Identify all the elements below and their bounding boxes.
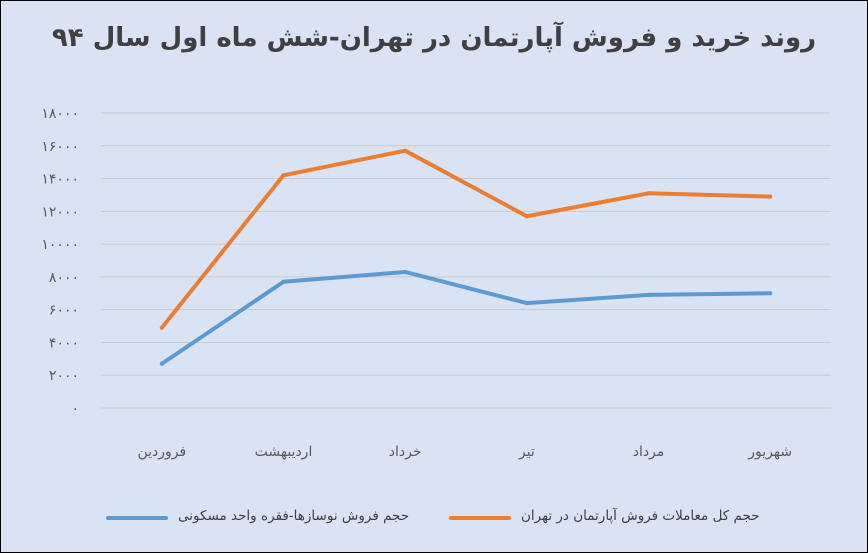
data-point — [159, 325, 164, 330]
series-line-1 — [159, 148, 773, 330]
data-point — [281, 173, 286, 178]
x-tick-label: مرداد — [633, 444, 665, 460]
y-tick-label: ۴۰۰۰ — [49, 335, 79, 351]
data-point — [159, 361, 164, 366]
chart-plot: ۰ ۲۰۰۰ ۴۰۰۰ ۶۰۰۰ ۸۰۰۰ ۱۰۰۰۰ ۱۲۰۰۰ ۱۴۰۰۰ ۱۶۰۰۰ ۱۸۰… — [41, 106, 831, 460]
x-tick-label: تیر — [518, 444, 535, 460]
y-tick-label: ۱۸۰۰۰ — [41, 106, 79, 122]
legend-swatch-new-builds — [106, 516, 168, 520]
data-point — [768, 194, 773, 199]
chart-title: روند خرید و فروش آپارتمان در تهران-شش ما… — [51, 23, 817, 53]
y-tick-label: ۱۲۰۰۰ — [41, 204, 79, 220]
y-tick-label: ۶۰۰۰ — [49, 303, 79, 319]
data-point — [524, 214, 529, 219]
y-tick-label: ۱۴۰۰۰ — [41, 172, 79, 188]
data-point — [403, 148, 408, 153]
y-tick-label: ۲۰۰۰ — [49, 368, 79, 384]
x-tick-label: خرداد — [389, 444, 422, 460]
y-tick-label: ۱۰۰۰۰ — [41, 237, 79, 253]
data-point — [403, 269, 408, 274]
y-tick-label: ۸۰۰۰ — [49, 270, 79, 286]
legend-label-total-sales: حجم کل معاملات فروش آپارتمان در تهران — [521, 508, 760, 524]
legend-item-new-builds: حجم فروش نوسازها-فقره واحد مسکونی — [106, 506, 416, 536]
legend-swatch-total-sales — [449, 516, 511, 520]
legend-item-total-sales: حجم کل معاملات فروش آپارتمان در تهران — [449, 506, 779, 536]
data-point — [646, 292, 651, 297]
series-line-0 — [159, 269, 773, 366]
x-tick-label: اردیبهشت — [255, 444, 313, 460]
legend-label-new-builds: حجم فروش نوسازها-فقره واحد مسکونی — [178, 508, 410, 524]
data-point — [646, 191, 651, 196]
x-tick-label: شهریور — [747, 444, 792, 460]
data-point — [524, 301, 529, 306]
data-point — [768, 291, 773, 296]
y-tick-label: ۰ — [71, 401, 79, 417]
chart-legend: حجم فروش نوسازها-فقره واحد مسکونی حجم کل… — [1, 506, 867, 536]
y-tick-label: ۱۶۰۰۰ — [41, 139, 79, 155]
data-point — [281, 279, 286, 284]
x-tick-label: فروردین — [137, 444, 186, 460]
